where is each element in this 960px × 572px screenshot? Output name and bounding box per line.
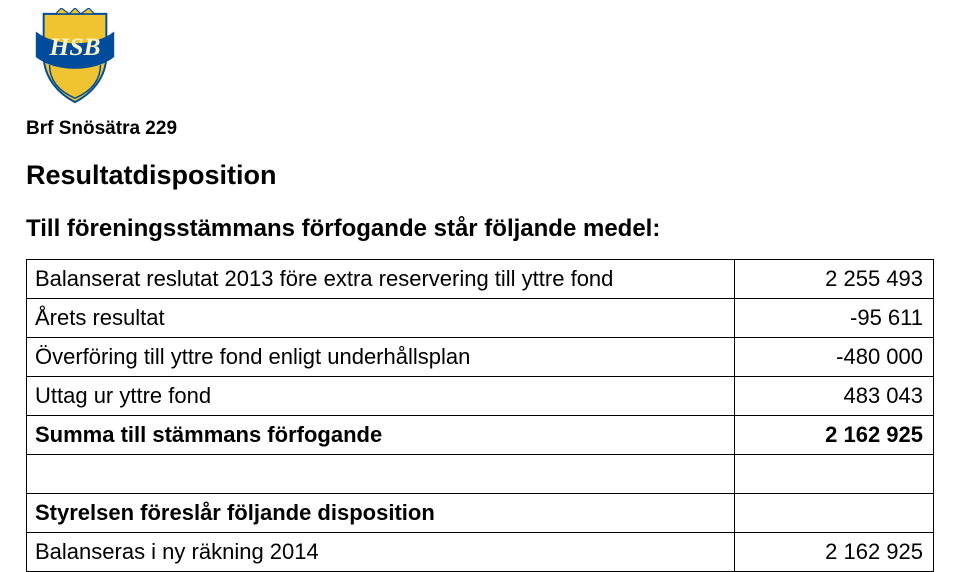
row-label: Balanseras i ny räkning 2014 bbox=[27, 533, 735, 572]
spacer-cell bbox=[734, 455, 933, 494]
table-row-sum: Summa till stämmans förfogande 2 162 925 bbox=[27, 416, 934, 455]
row-value: 2 255 493 bbox=[734, 260, 933, 299]
row-label: Årets resultat bbox=[27, 299, 735, 338]
row-value: -95 611 bbox=[734, 299, 933, 338]
row-label: Styrelsen föreslår följande disposition bbox=[27, 494, 735, 533]
row-label: Överföring till yttre fond enligt underh… bbox=[27, 338, 735, 377]
table-row-proposal: Styrelsen föreslår följande disposition bbox=[27, 494, 934, 533]
table-row: Uttag ur yttre fond 483 043 bbox=[27, 377, 934, 416]
disposition-table: Balanserat reslutat 2013 före extra rese… bbox=[26, 259, 934, 572]
table-body: Balanserat reslutat 2013 före extra rese… bbox=[27, 260, 934, 572]
table-row: Balanseras i ny räkning 2014 2 162 925 bbox=[27, 533, 934, 572]
table-row: Årets resultat -95 611 bbox=[27, 299, 934, 338]
page-subheading: Till föreningsstämmans förfogande står f… bbox=[26, 215, 940, 243]
row-value: 2 162 925 bbox=[734, 416, 933, 455]
row-value: -480 000 bbox=[734, 338, 933, 377]
row-value: 483 043 bbox=[734, 377, 933, 416]
association-name: Brf Snösätra 229 bbox=[26, 118, 940, 140]
table-row: Överföring till yttre fond enligt underh… bbox=[27, 338, 934, 377]
page-heading: Resultatdisposition bbox=[26, 160, 940, 191]
hsb-logo: HSB bbox=[26, 8, 124, 106]
logo-text: HSB bbox=[49, 32, 101, 61]
table-spacer-row bbox=[27, 455, 934, 494]
row-value bbox=[734, 494, 933, 533]
row-label: Balanserat reslutat 2013 före extra rese… bbox=[27, 260, 735, 299]
row-label: Uttag ur yttre fond bbox=[27, 377, 735, 416]
spacer-cell bbox=[27, 455, 735, 494]
row-label: Summa till stämmans förfogande bbox=[27, 416, 735, 455]
page: HSB Brf Snösätra 229 Resultatdisposition… bbox=[0, 0, 960, 531]
row-value: 2 162 925 bbox=[734, 533, 933, 572]
table-row: Balanserat reslutat 2013 före extra rese… bbox=[27, 260, 934, 299]
